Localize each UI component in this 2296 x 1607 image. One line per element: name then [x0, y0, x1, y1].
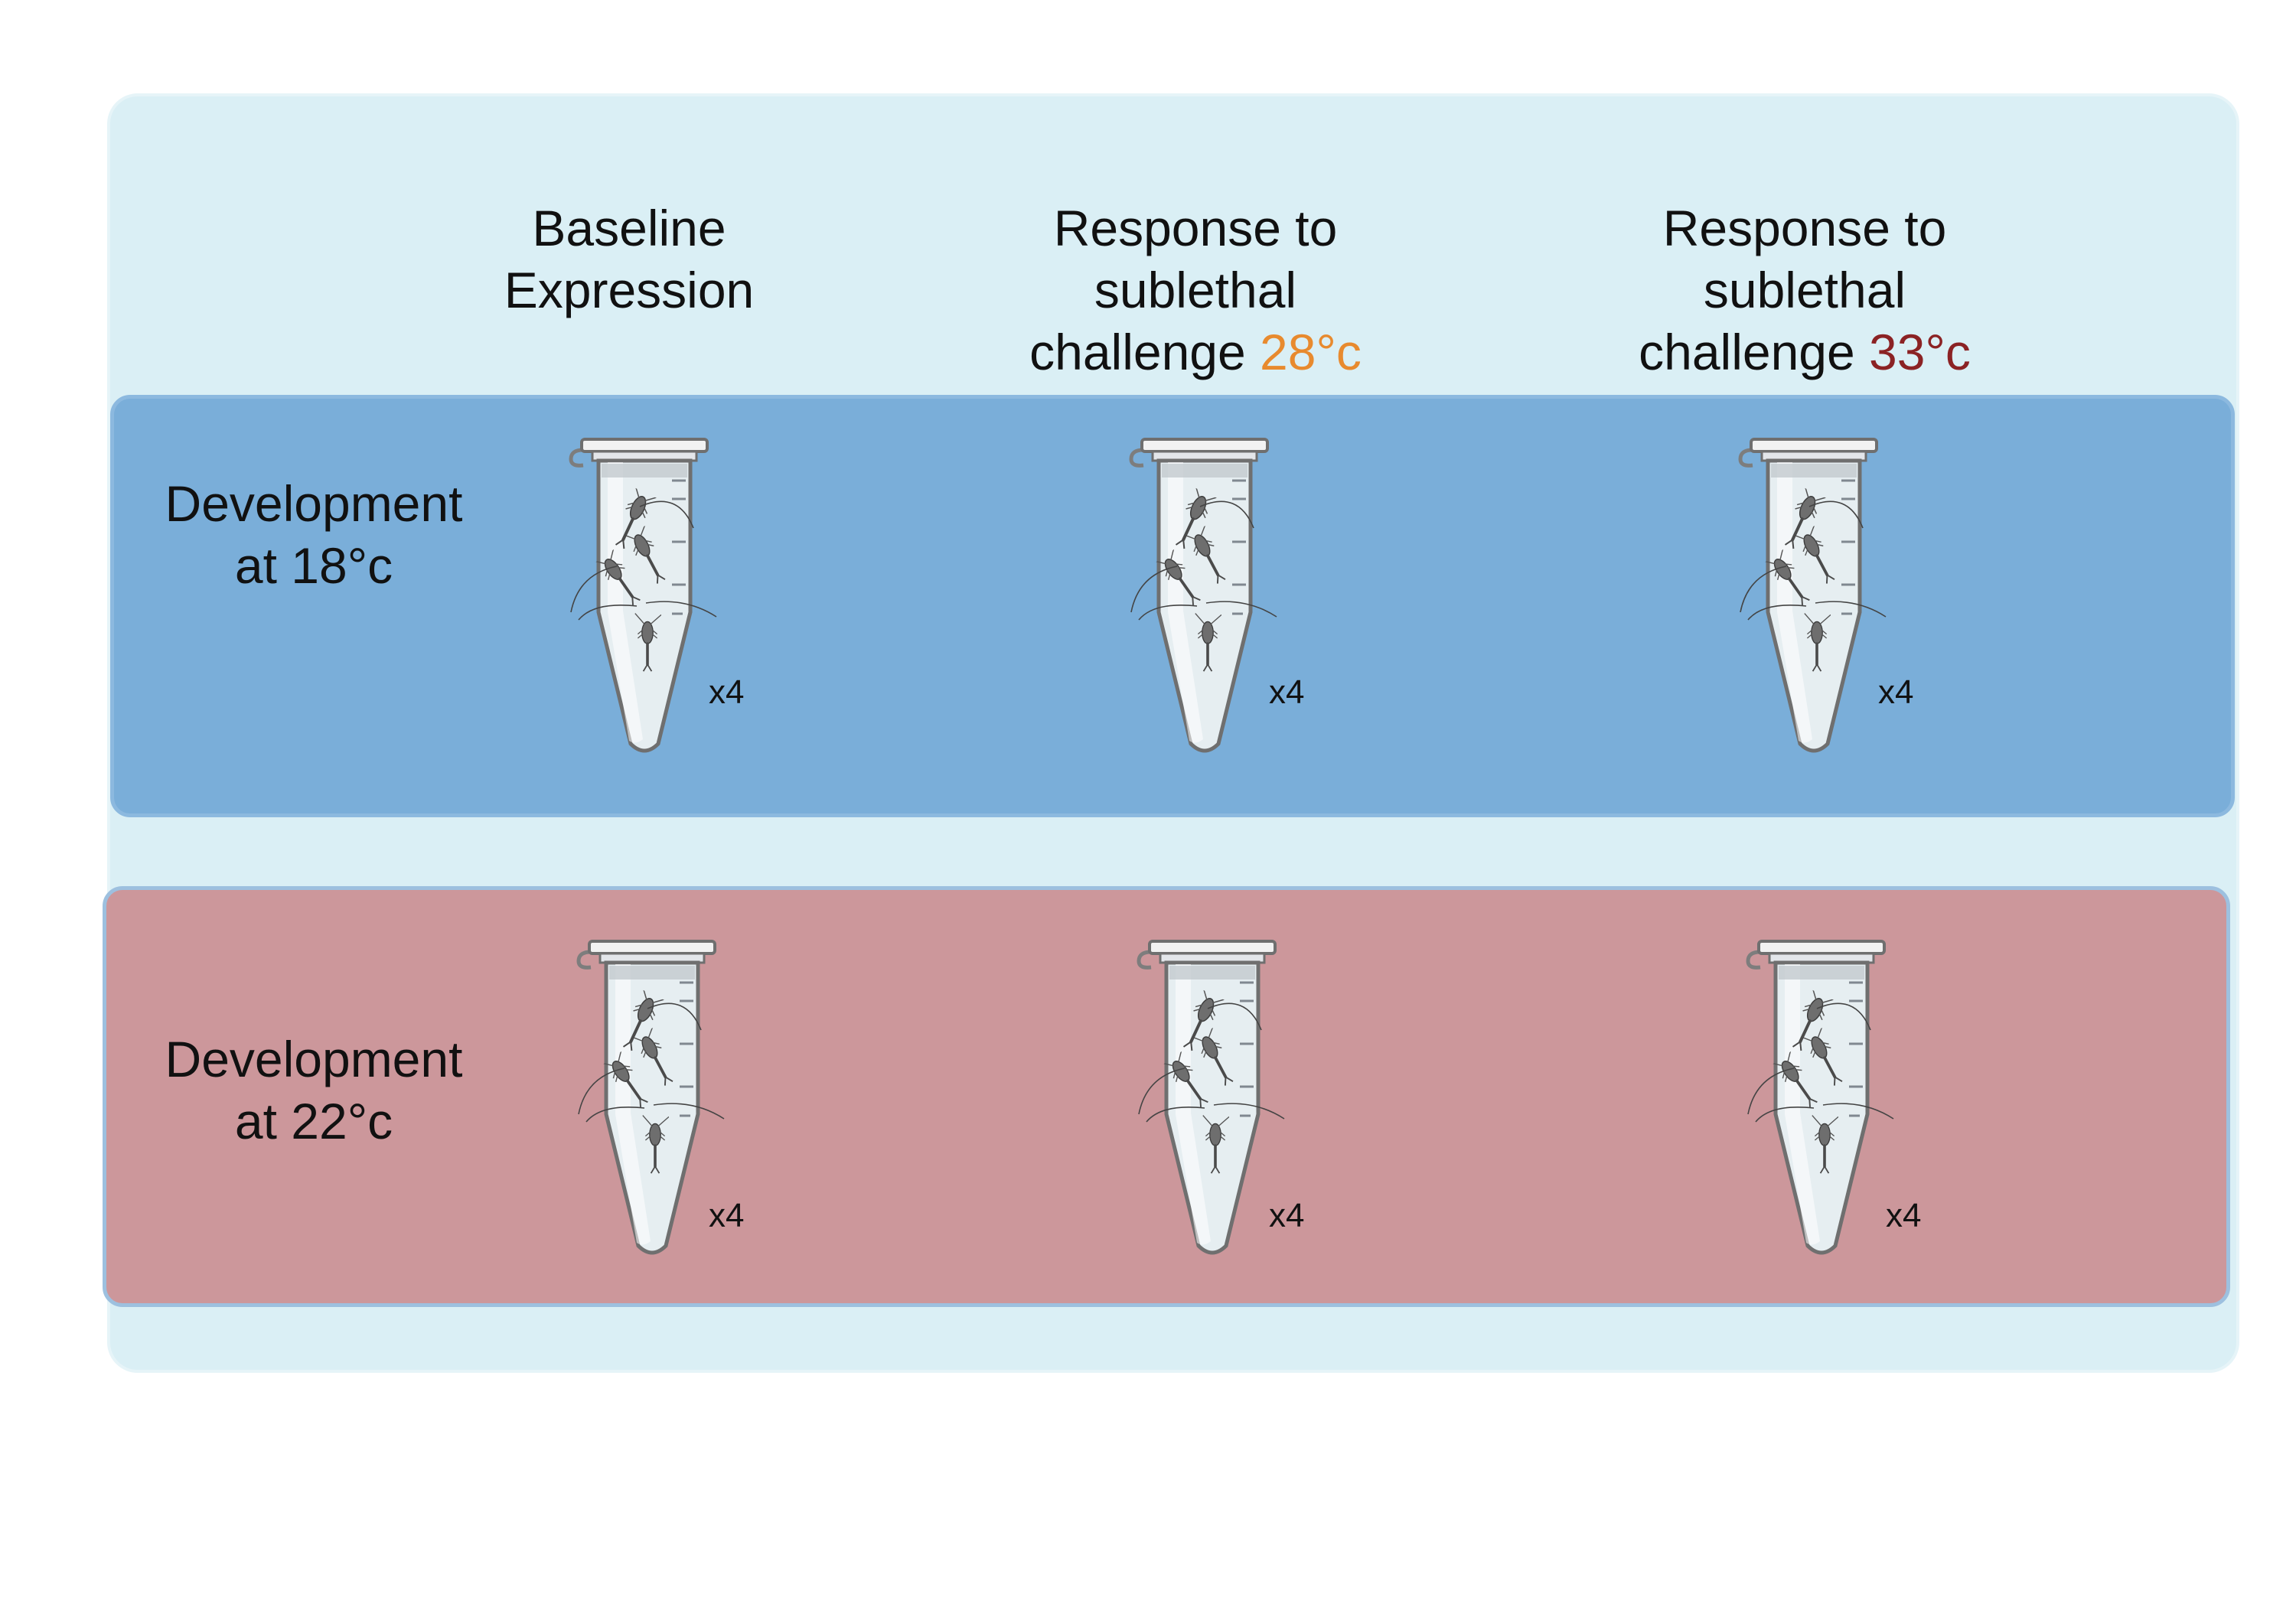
column-header-baseline: Baseline Expression: [430, 197, 828, 321]
microcentrifuge-tube-icon: [1124, 436, 1292, 758]
row-label-line2: at 18°c: [234, 537, 393, 594]
temperature-33c-label: 33°c: [1869, 324, 1971, 380]
column-header-line3-prefix: challenge: [1029, 324, 1261, 380]
column-header-33c: Response to sublethal challenge 33°c: [1606, 197, 2004, 383]
column-header-line1: Response to: [1662, 200, 1947, 256]
row-label-line2: at 22°c: [234, 1093, 393, 1149]
microcentrifuge-tube-icon: [1740, 938, 1909, 1260]
temperature-28c-label: 28°c: [1260, 324, 1362, 380]
replicate-count: x4: [1886, 1197, 1922, 1234]
replicate-count: x4: [709, 1197, 745, 1234]
microcentrifuge-tube-icon: [1733, 436, 1901, 758]
column-header-line3: challenge 28°c: [996, 321, 1394, 383]
microcentrifuge-tube-icon: [563, 436, 732, 758]
column-header-line3-prefix: challenge: [1639, 324, 1870, 380]
row-label-22c: Development at 22°c: [138, 1028, 490, 1152]
column-header-line1: Baseline: [532, 200, 726, 256]
replicate-count: x4: [1878, 673, 1914, 711]
column-header-28c: Response to sublethal challenge 28°c: [996, 197, 1394, 383]
replicate-count: x4: [709, 673, 745, 711]
replicate-count: x4: [1269, 1197, 1305, 1234]
column-header-line2: sublethal: [1094, 262, 1297, 318]
row-label-line1: Development: [165, 1031, 463, 1087]
column-header-line3: challenge 33°c: [1606, 321, 2004, 383]
replicate-count: x4: [1269, 673, 1305, 711]
column-header-line1: Response to: [1053, 200, 1338, 256]
row-label-18c: Development at 18°c: [138, 473, 490, 597]
column-header-line2: Expression: [504, 262, 755, 318]
row-label-line1: Development: [165, 475, 463, 532]
column-header-line2: sublethal: [1703, 262, 1906, 318]
